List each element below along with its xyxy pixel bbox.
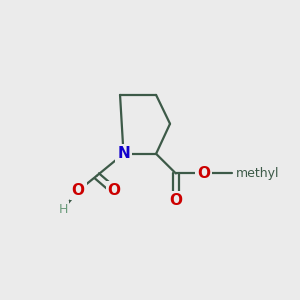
Text: H: H bbox=[58, 203, 68, 216]
Text: N: N bbox=[117, 146, 130, 161]
Text: O: O bbox=[169, 193, 182, 208]
Text: methyl: methyl bbox=[236, 167, 280, 180]
Text: O: O bbox=[108, 183, 121, 198]
Text: O: O bbox=[197, 166, 210, 181]
Text: O: O bbox=[72, 183, 85, 198]
